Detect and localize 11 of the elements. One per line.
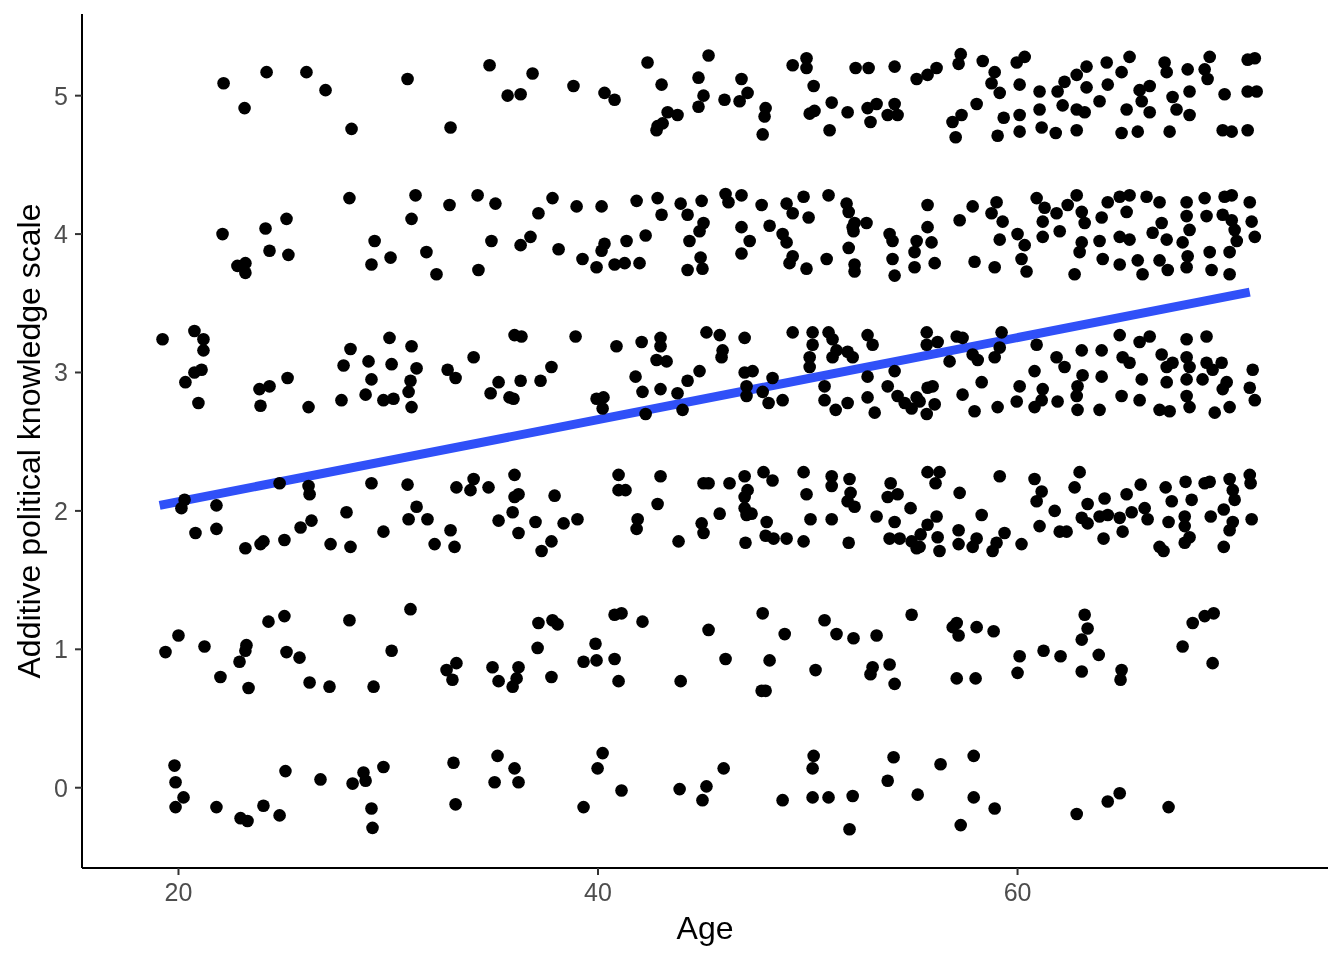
y-axis-title: Additive political knowledge scale [10, 203, 48, 679]
x-tick-label: 20 [164, 877, 193, 906]
y-tick-label: 0 [54, 773, 68, 802]
y-tick-label: 3 [54, 358, 68, 387]
y-tick-label: 1 [54, 635, 68, 664]
x-tick-label: 60 [1003, 877, 1032, 906]
x-tick-label: 40 [584, 877, 612, 906]
y-tick-label: 2 [54, 496, 68, 525]
y-tick-label: 5 [54, 81, 68, 110]
x-axis-title: Age [676, 909, 734, 947]
y-tick-label: 4 [54, 219, 69, 248]
